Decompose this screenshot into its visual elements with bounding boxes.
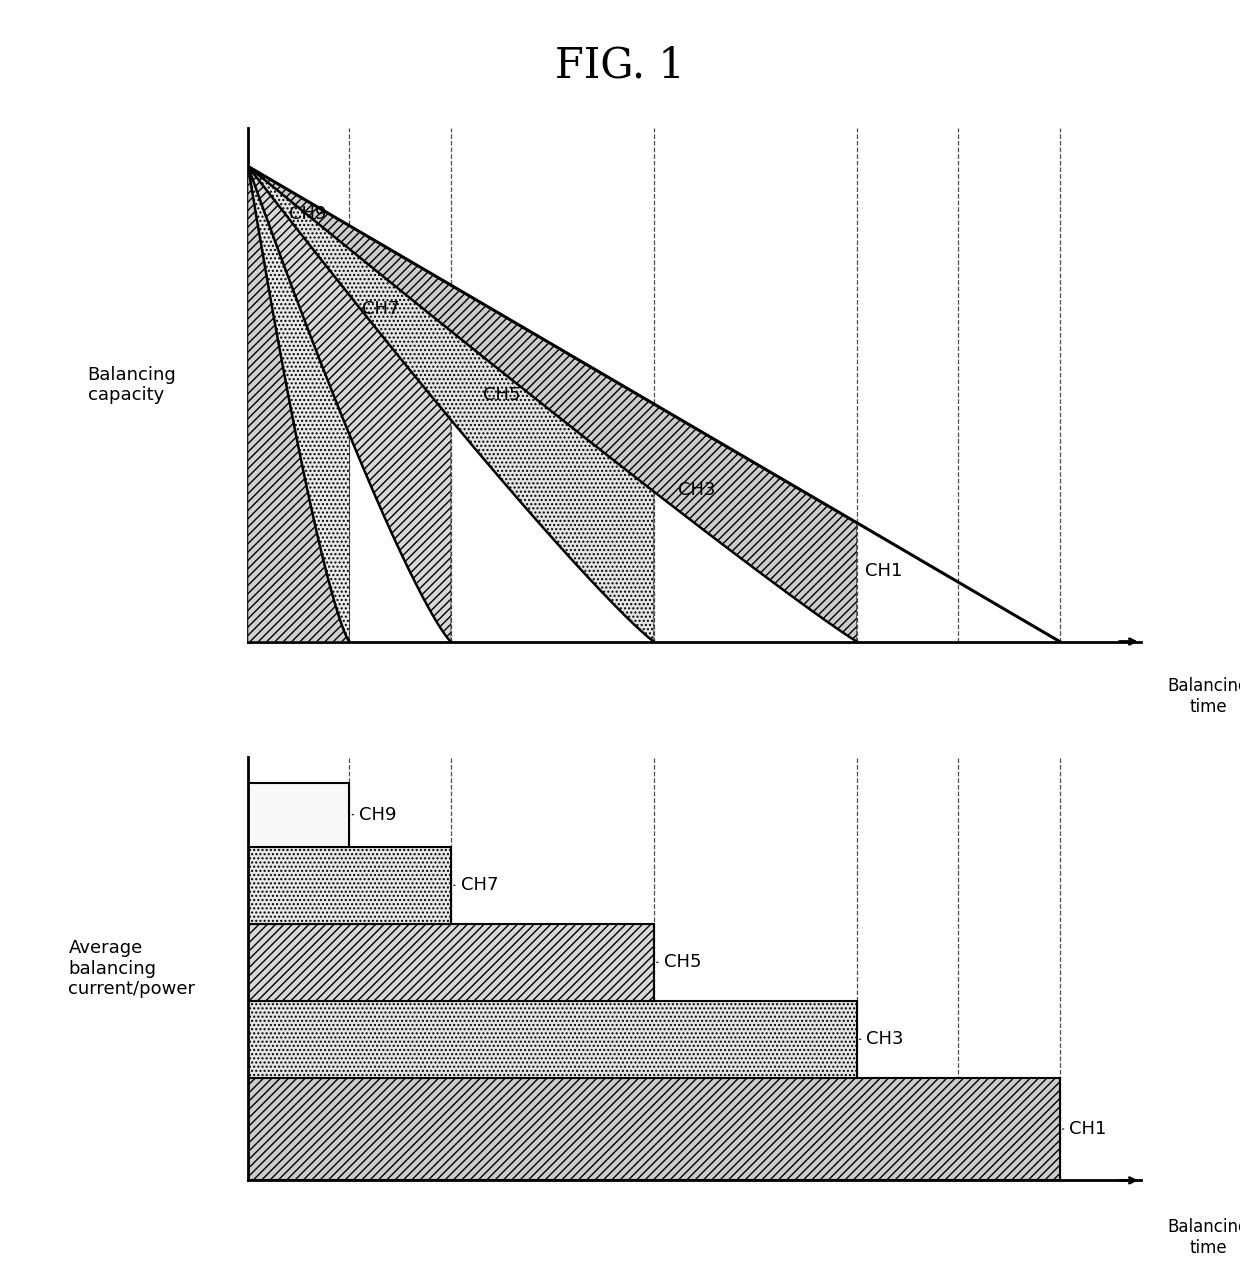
- Text: CH5: CH5: [657, 953, 701, 971]
- Text: CH1: CH1: [864, 562, 903, 580]
- Polygon shape: [248, 167, 857, 642]
- Bar: [248, 847, 451, 924]
- Text: CH5: CH5: [484, 386, 521, 404]
- Text: Balancing
time: Balancing time: [1168, 1219, 1240, 1257]
- Text: Average
balancing
current/power: Average balancing current/power: [68, 939, 196, 998]
- Text: CH7: CH7: [454, 876, 498, 894]
- Bar: [248, 783, 350, 847]
- Bar: [248, 1001, 857, 1078]
- Bar: [248, 924, 653, 1001]
- Text: CH3: CH3: [859, 1030, 904, 1048]
- Polygon shape: [248, 167, 451, 642]
- Text: CH9: CH9: [289, 205, 326, 223]
- Text: Balancing
capacity: Balancing capacity: [88, 366, 176, 404]
- Text: CH7: CH7: [362, 300, 399, 318]
- Text: FIG. 1: FIG. 1: [556, 45, 684, 87]
- Polygon shape: [248, 167, 653, 642]
- Text: Balancing
time: Balancing time: [1168, 677, 1240, 716]
- Text: CH3: CH3: [678, 481, 715, 499]
- Text: CH9: CH9: [352, 806, 397, 824]
- Polygon shape: [248, 167, 350, 642]
- Polygon shape: [248, 167, 350, 642]
- Text: CH1: CH1: [1063, 1120, 1107, 1138]
- Bar: [248, 1078, 1060, 1180]
